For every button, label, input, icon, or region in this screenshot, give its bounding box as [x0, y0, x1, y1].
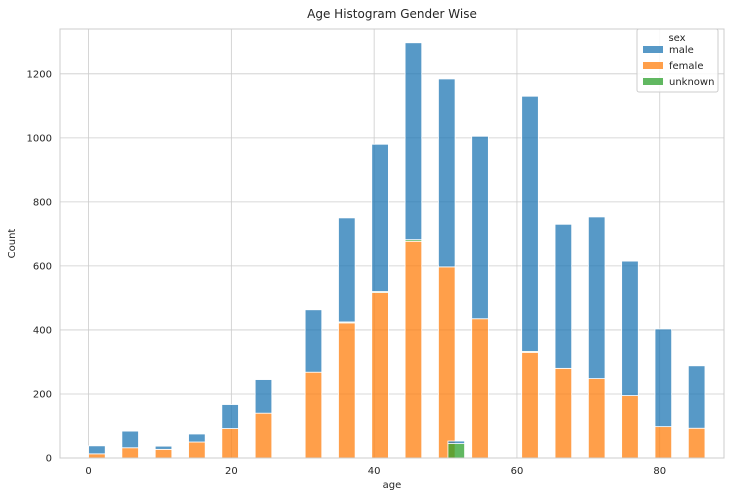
plot-frame	[59, 28, 725, 459]
x-axis-label: age	[383, 480, 402, 491]
y-tick-label: 800	[33, 197, 52, 208]
bar-female	[254, 412, 273, 459]
bar-male	[438, 78, 456, 268]
bar-female	[471, 318, 489, 459]
bar-male	[621, 260, 639, 396]
bar-female	[121, 447, 139, 459]
bar-female	[654, 426, 673, 459]
bar-male	[221, 404, 239, 429]
legend-swatch-unknown	[643, 78, 663, 85]
y-axis-label: Count	[7, 229, 18, 259]
bar-male	[404, 42, 423, 241]
bar-male	[554, 223, 573, 369]
bar-female	[438, 266, 456, 459]
x-tick-label: 20	[225, 466, 238, 477]
legend-swatch-female	[643, 62, 663, 69]
legend-swatch-male	[643, 46, 663, 53]
legend-label-unknown: unknown	[669, 77, 714, 88]
bar-male	[447, 440, 465, 444]
legend-label-male: male	[669, 45, 694, 56]
y-tick-label: 400	[33, 325, 52, 336]
bar-female	[404, 240, 423, 459]
bar-female	[371, 292, 389, 459]
bar-male	[371, 143, 389, 292]
x-tick-label: 60	[511, 466, 524, 477]
legend-label-female: female	[669, 61, 703, 72]
bar-female	[304, 371, 323, 459]
legend-title: sex	[668, 33, 685, 44]
bar-male	[687, 365, 706, 429]
bar-female	[338, 322, 356, 459]
bar-female	[88, 453, 106, 459]
bar-male	[304, 309, 323, 373]
bar-male	[521, 95, 539, 352]
bar-female	[554, 367, 573, 459]
y-tick-label: 600	[33, 261, 52, 272]
bar-male	[88, 445, 106, 455]
bar-female	[687, 427, 706, 459]
bar-male	[654, 328, 673, 428]
bar-female	[587, 378, 606, 459]
bar-female	[188, 441, 206, 459]
bar-male	[338, 217, 356, 323]
bar-male	[188, 433, 206, 443]
bar-male	[154, 445, 173, 450]
y-tick-label: 200	[33, 389, 52, 400]
bar-unknown	[447, 443, 465, 459]
x-tick-label: 40	[368, 466, 381, 477]
bar-male	[471, 135, 489, 320]
legend-box	[636, 28, 719, 93]
chart-title: Age Histogram Gender Wise	[307, 7, 477, 21]
bar-female	[154, 448, 173, 459]
x-tick-label: 80	[653, 466, 666, 477]
y-tick-label: 0	[46, 454, 52, 465]
bar-male	[121, 430, 139, 449]
y-tick-label: 1000	[27, 133, 52, 144]
bar-male	[254, 379, 273, 414]
bar-male	[587, 216, 606, 380]
x-tick-label: 0	[85, 466, 91, 477]
bar-female	[621, 395, 639, 459]
bar-female	[221, 428, 239, 459]
y-tick-label: 1200	[27, 69, 52, 80]
bar-female	[521, 351, 539, 459]
histogram-bars	[88, 42, 706, 459]
